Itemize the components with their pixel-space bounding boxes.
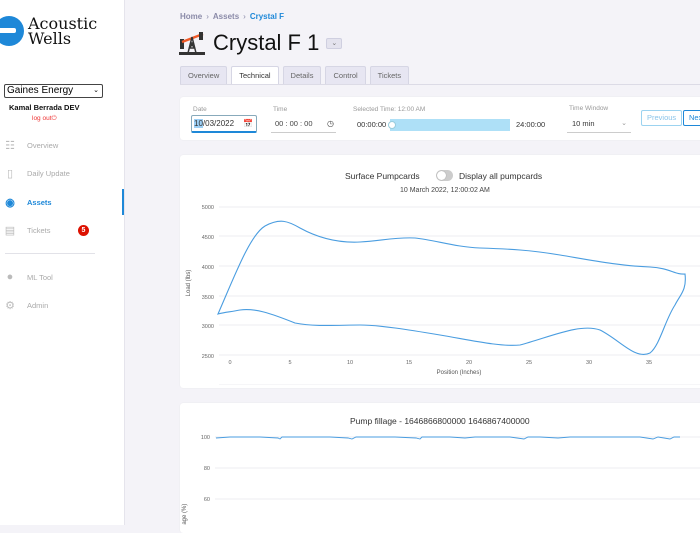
selected-time-label: Selected Time: 12:00 AM [353, 106, 426, 113]
calendar-icon: 📅 [243, 119, 253, 128]
pumpcard-chart-card [180, 155, 700, 388]
svg-text:Position (Inches): Position (Inches) [437, 370, 482, 376]
tab-overview[interactable]: Overview [180, 66, 228, 84]
sidebar: Acoustic Wells Gaines Energy ⌄ Kamal Ber… [0, 0, 125, 525]
display-all-label: Display all pumpcards [459, 171, 543, 181]
clock-icon: ◷ [327, 119, 334, 128]
sidebar-item-admin[interactable]: ⚙ Admin [5, 299, 49, 312]
pumpcard-chart: 5000 4500 4000 3500 3000 2500 0 5 10 15 20 25 30 3… [186, 205, 700, 385]
svg-text:3500: 3500 [202, 295, 214, 301]
grid-icon: ☷ [5, 139, 15, 152]
svg-text:15: 15 [406, 360, 412, 366]
svg-text:4000: 4000 [202, 265, 214, 271]
breadcrumb-current: Crystal F [249, 12, 285, 21]
chevron-down-icon: ⌄ [93, 87, 99, 94]
svg-text:10: 10 [347, 360, 353, 366]
brain-icon: ● [6, 271, 14, 283]
display-all-toggle[interactable] [436, 170, 453, 181]
tabs-divider [180, 84, 700, 85]
asset-dropdown[interactable]: ⌄ [326, 37, 343, 49]
svg-text:3000: 3000 [202, 324, 214, 330]
logout-link[interactable]: log out⏻ [32, 115, 57, 122]
chevron-down-icon: ⌄ [331, 39, 338, 47]
svg-text:100: 100 [201, 435, 210, 441]
tab-technical[interactable]: Technical [231, 66, 279, 84]
svg-text:2500: 2500 [202, 354, 214, 360]
svg-text:Fillage (%): Fillage (%) [182, 504, 188, 525]
breadcrumb-home[interactable]: Home [180, 12, 203, 21]
logo-icon [0, 16, 24, 46]
tab-tickets[interactable]: Tickets [369, 66, 410, 84]
tab-control[interactable]: Control [325, 66, 366, 84]
svg-text:5: 5 [288, 360, 291, 366]
next-button[interactable]: Next [683, 110, 700, 126]
sidebar-item-overview[interactable]: ☷ Overview [5, 139, 59, 152]
slider-start-label: 00:00:00 [357, 120, 387, 129]
chevron-down-icon: ⌄ [621, 120, 627, 127]
time-label: Time [273, 106, 288, 113]
company-select-value: Gaines Energy [7, 85, 74, 96]
slider-end-label: 24:00:00 [516, 120, 546, 129]
svg-text:60: 60 [204, 497, 210, 503]
svg-text:20: 20 [466, 360, 472, 366]
ticket-icon: ▤ [4, 224, 16, 237]
title-row: Crystal F 1 ⌄ [179, 30, 343, 56]
pumpcard-chart-title: Surface Pumpcards [345, 171, 420, 181]
previous-button[interactable]: Previous [641, 110, 683, 126]
svg-text:30: 30 [586, 360, 592, 366]
gear-icon: ⚙ [5, 299, 15, 312]
logo-text-line2: Wells [28, 29, 72, 48]
svg-text:80: 80 [204, 466, 210, 472]
svg-text:4500: 4500 [202, 235, 214, 241]
svg-text:0: 0 [228, 360, 231, 366]
power-icon: ⏻ [51, 115, 57, 122]
time-input[interactable]: 00 : 00 : 00 ◷ [271, 115, 336, 133]
svg-text:5000: 5000 [202, 205, 214, 211]
tabs: Overview Technical Details Control Ticke… [180, 66, 413, 84]
date-label: Date [193, 106, 207, 113]
sidebar-item-ml-tool[interactable]: ● ML Tool [4, 269, 53, 285]
fillage-chart: 100 80 60 Fillage (%) [182, 435, 700, 525]
nav-divider [5, 253, 95, 254]
svg-text:35: 35 [646, 360, 652, 366]
pumpjack-icon [179, 31, 205, 55]
logo-text-line1: Acoustic [28, 14, 98, 33]
breadcrumb-assets[interactable]: Assets [212, 12, 240, 21]
bar-chart-icon: ▯ [6, 167, 14, 180]
location-pin-icon: ◉ [5, 196, 15, 209]
active-indicator [122, 189, 124, 215]
pumpcard-subtitle: 10 March 2022, 12:00:02 AM [400, 187, 490, 194]
logo[interactable]: Acoustic Wells [0, 14, 98, 48]
sidebar-item-daily-update[interactable]: ▯ Daily Update [4, 165, 70, 181]
time-slider[interactable] [390, 119, 510, 131]
time-window-label: Time Window [569, 105, 609, 112]
tickets-badge: 5 [78, 225, 89, 236]
breadcrumb: Home › Assets › Crystal F [180, 12, 285, 21]
username: Kamal Berrada DEV [9, 103, 80, 112]
time-slider-handle[interactable] [388, 121, 396, 129]
time-window-select[interactable]: 10 min ⌄ [567, 115, 631, 133]
svg-text:25: 25 [526, 360, 532, 366]
svg-text:Load (lbs): Load (lbs) [186, 270, 192, 297]
date-input[interactable]: 10/03/2022 📅 [191, 115, 257, 133]
company-select[interactable]: Gaines Energy ⌄ [4, 84, 103, 98]
sidebar-item-tickets[interactable]: ▤ Tickets [4, 224, 51, 237]
fillage-chart-title: Pump fillage - 1646866800000 16468674000… [350, 416, 530, 426]
tab-details[interactable]: Details [282, 66, 322, 84]
sidebar-item-assets[interactable]: ◉ Assets [5, 196, 52, 209]
page-title: Crystal F 1 [213, 30, 320, 55]
